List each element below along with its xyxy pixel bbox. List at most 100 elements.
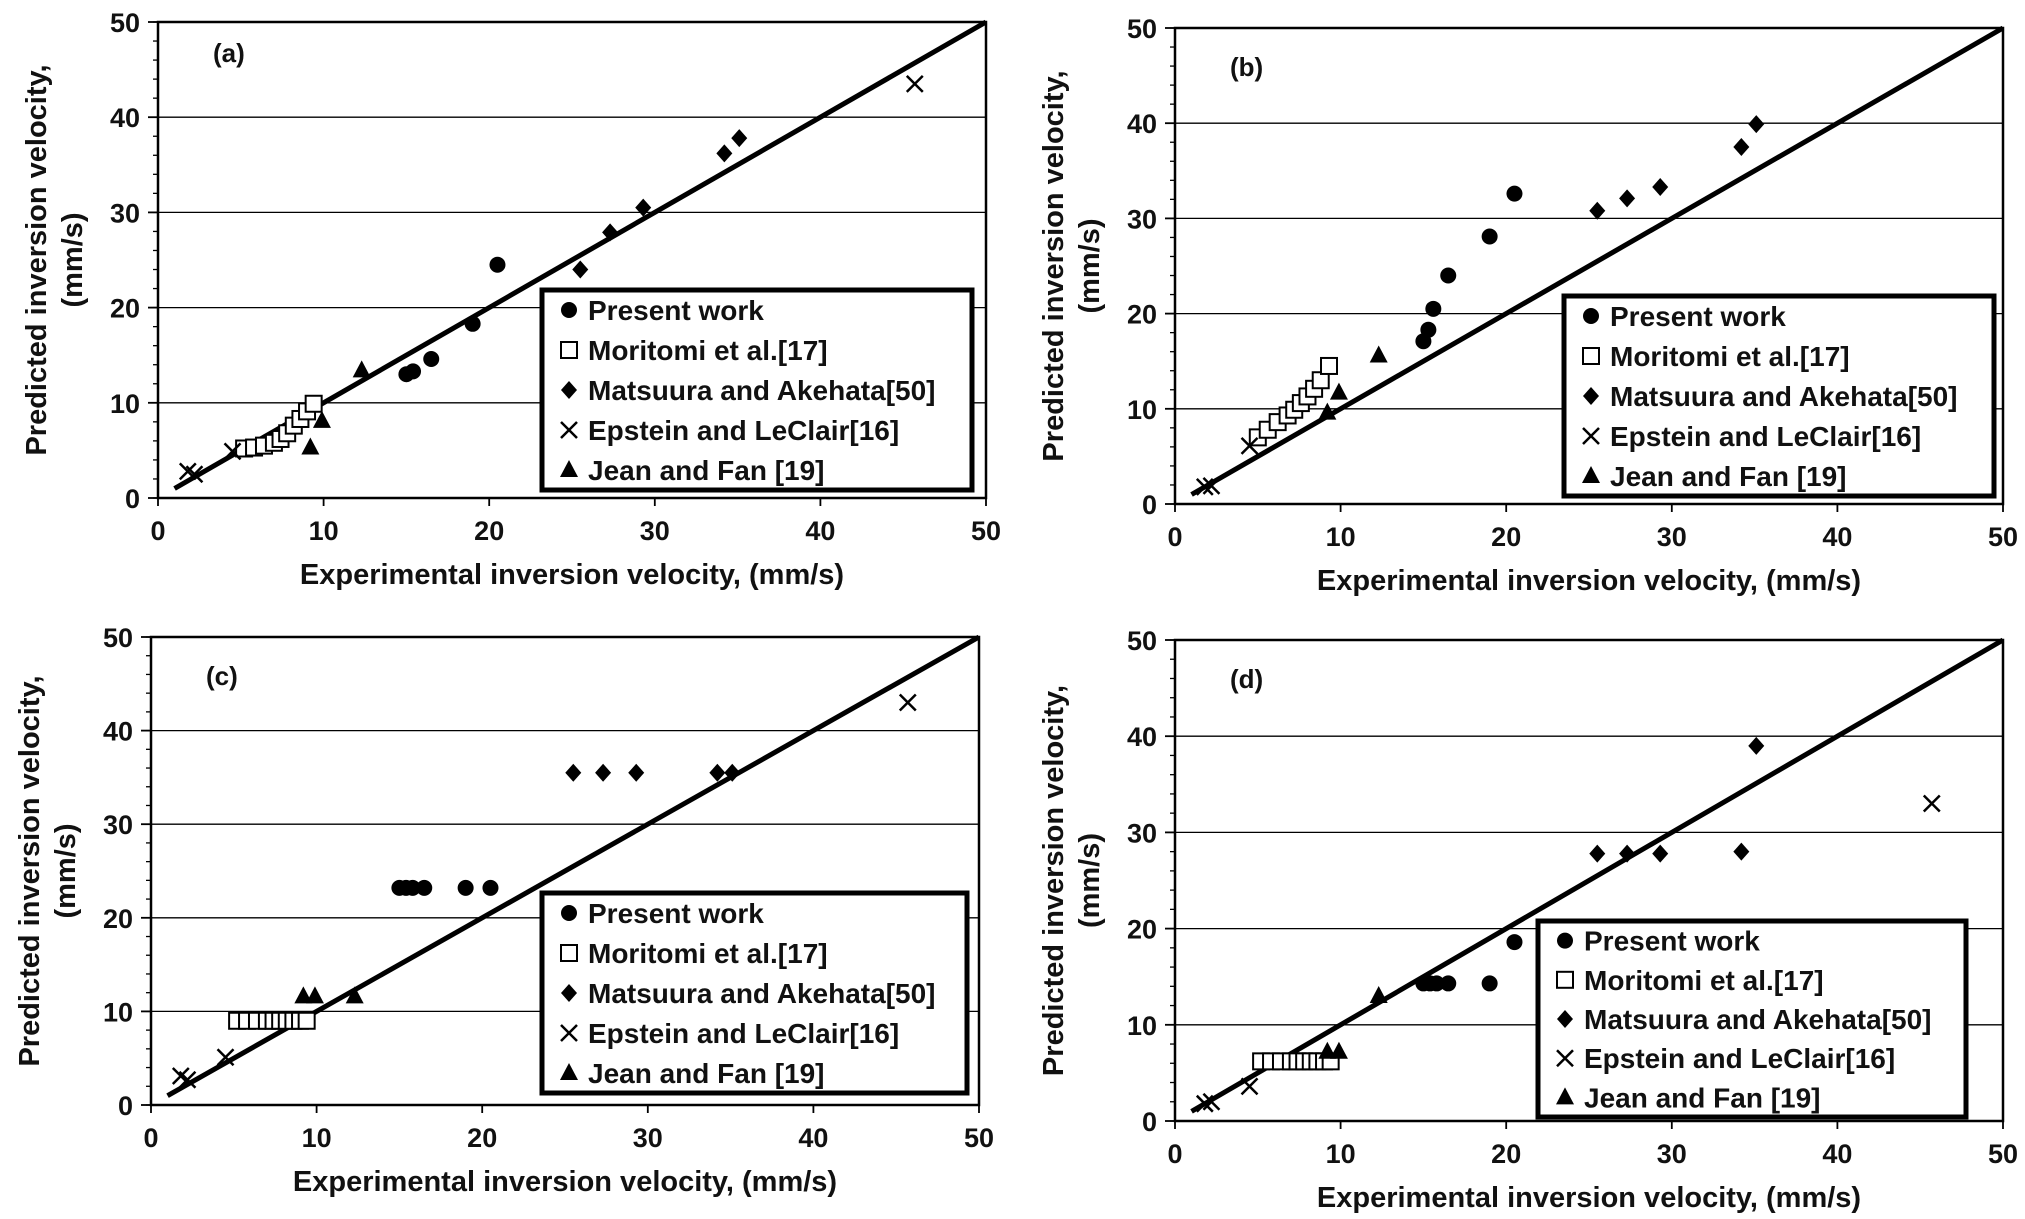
y-tick-label: 40 xyxy=(103,717,133,747)
legend-box xyxy=(1535,918,1969,1120)
x-tick-label: 30 xyxy=(640,516,670,546)
y-axis-title-line: Predicted inversion velocity, xyxy=(14,675,46,1066)
series-diamond xyxy=(1589,736,1765,863)
y-axis-title: Predicted inversion velocity, (mm/s) xyxy=(1038,70,1106,461)
data-point-diamond xyxy=(724,763,741,782)
legend-marker-diamond xyxy=(1557,1010,1573,1028)
legend-label: Moritomi et al.[17] xyxy=(588,335,828,366)
legend-label: Matsuura and Akehata[50] xyxy=(588,978,936,1009)
x-tick-label: 50 xyxy=(1988,522,2018,552)
data-point-cross xyxy=(898,693,917,712)
x-tick-label: 10 xyxy=(1326,522,1356,552)
series-diamond xyxy=(572,129,748,279)
plot-frame xyxy=(1173,638,2005,1123)
data-point-circle xyxy=(1428,975,1445,992)
legend-label: Matsuura and Akehata[50] xyxy=(1610,381,1958,412)
legend-marker-cross xyxy=(1582,427,1600,445)
panel-letter: (a) xyxy=(213,38,245,68)
data-point-circle xyxy=(482,879,499,896)
x-tick-label: 0 xyxy=(150,516,165,546)
data-point-circle xyxy=(1481,975,1498,992)
legend: Present work Moritomi et al.[17] Matsuura … xyxy=(1561,293,1997,499)
series-triangle xyxy=(294,986,364,1004)
y-axis-title-line: Predicted inversion velocity, xyxy=(21,64,53,455)
data-point-triangle xyxy=(1369,985,1388,1003)
x-tick-label: 20 xyxy=(474,516,504,546)
data-point-circle xyxy=(1506,934,1523,951)
legend-label: Matsuura and Akehata[50] xyxy=(1584,1004,1932,1035)
series-circle xyxy=(398,256,506,383)
legend: Present work Moritomi et al.[17] Matsuura … xyxy=(539,287,975,493)
data-point-diamond xyxy=(1589,201,1606,220)
legend-marker-circle xyxy=(561,302,577,318)
data-point-cross xyxy=(178,1070,197,1089)
y-tick-label: 10 xyxy=(1127,1011,1157,1041)
x-tick-label: 50 xyxy=(971,516,1001,546)
y-tick-label: 0 xyxy=(125,484,140,514)
data-point-open-square xyxy=(304,394,323,413)
y-tick-label: 30 xyxy=(1127,204,1157,234)
data-point-circle xyxy=(423,351,440,368)
x-axis-title: Experimental inversion velocity, (mm/s) xyxy=(300,559,844,591)
data-point-diamond xyxy=(1748,115,1765,134)
series-triangle xyxy=(1318,985,1388,1059)
legend-label: Epstein and LeClair[16] xyxy=(1610,421,1921,452)
legend-label: Matsuura and Akehata[50] xyxy=(588,375,936,406)
panel-letter: (c) xyxy=(206,661,238,691)
data-point-circle xyxy=(416,879,433,896)
data-point-cross xyxy=(1195,477,1214,496)
data-point-cross xyxy=(1240,1077,1259,1096)
data-point-triangle xyxy=(312,410,331,428)
series-triangle xyxy=(1318,345,1388,420)
y-tick-label: 0 xyxy=(118,1091,133,1121)
y-tick-label: 40 xyxy=(110,103,140,133)
y-axis-title: Predicted inversion velocity, (mm/s) xyxy=(1038,685,1106,1076)
data-point-cross xyxy=(1240,437,1259,455)
data-point-diamond xyxy=(1619,189,1636,208)
legend-label: Present work xyxy=(1610,301,1786,332)
y-tick-label: 10 xyxy=(103,997,133,1027)
legend-label: Present work xyxy=(1584,926,1760,957)
data-point-circle xyxy=(1420,321,1437,338)
data-point-diamond xyxy=(572,260,589,279)
series-triangle xyxy=(301,360,371,455)
series-cross xyxy=(178,74,924,484)
legend-label: Jean and Fan [19] xyxy=(588,455,825,486)
data-point-open-square xyxy=(297,1011,316,1030)
legend-label: Jean and Fan [19] xyxy=(1610,461,1847,492)
data-point-cross xyxy=(1202,477,1221,495)
data-point-triangle xyxy=(1329,1041,1348,1059)
y-tick-label: 0 xyxy=(1142,490,1157,520)
data-point-diamond xyxy=(628,763,645,782)
x-tick-label: 30 xyxy=(1657,1139,1687,1169)
y-tick-label: 30 xyxy=(103,810,133,840)
legend-box xyxy=(539,890,970,1096)
y-tick-label: 10 xyxy=(110,389,140,419)
y-tick-label: 30 xyxy=(110,198,140,228)
y-tick-label: 50 xyxy=(1127,14,1157,44)
data-point-circle xyxy=(1425,300,1442,317)
series-cross xyxy=(1195,794,1941,1113)
x-tick-label: 0 xyxy=(1167,1139,1182,1169)
legend: Present work Moritomi et al.[17] Matsuura … xyxy=(539,890,970,1096)
legend-label: Moritomi et al.[17] xyxy=(1610,341,1850,372)
x-tick-label: 40 xyxy=(798,1123,828,1153)
legend-marker-circle xyxy=(1583,308,1599,324)
data-point-diamond xyxy=(1748,736,1765,755)
y-tick-label: 50 xyxy=(1127,626,1157,656)
data-point-triangle xyxy=(345,986,364,1004)
x-tick-label: 50 xyxy=(964,1123,994,1153)
y-axis-title-line: Predicted inversion velocity, xyxy=(1038,685,1070,1076)
legend-marker-circle xyxy=(561,905,577,921)
data-point-circle xyxy=(489,256,506,273)
chart-panel-c: 0 10 20 30 40 50 0 10 20 30 40 50 Experimental inver… xyxy=(14,623,994,1198)
data-point-circle xyxy=(1440,267,1457,284)
data-point-diamond xyxy=(716,144,733,163)
x-tick-label: 40 xyxy=(1822,522,1852,552)
y-tick-label: 0 xyxy=(1142,1107,1157,1137)
data-point-diamond xyxy=(1652,844,1669,863)
legend-label: Jean and Fan [19] xyxy=(588,1058,825,1089)
x-axis-title: Experimental inversion velocity, (mm/s) xyxy=(293,1166,837,1198)
data-point-diamond xyxy=(1652,177,1669,196)
